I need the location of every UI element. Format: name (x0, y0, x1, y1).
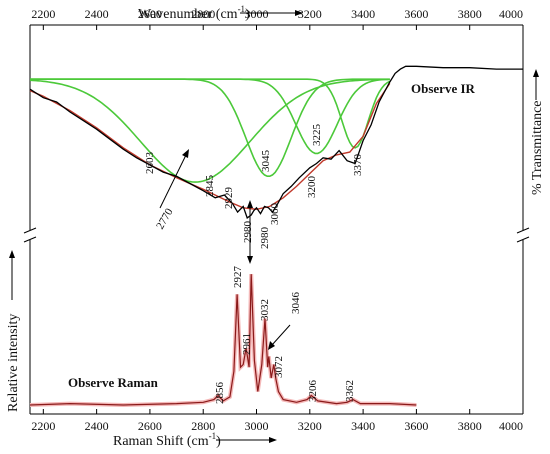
raman-peak-label: 3362 (344, 380, 356, 402)
top-tick-label: 2200 (31, 7, 55, 21)
raman-peak-label: 2927 (232, 266, 244, 289)
raman-peak-label: 3046 (290, 292, 302, 315)
top-tick-label: 4000 (499, 7, 523, 21)
top-tick-label: 2400 (85, 7, 109, 21)
left-axis-arrow (9, 250, 15, 300)
top-axis-arrow (240, 10, 303, 16)
right-axis-arrow (533, 69, 539, 100)
raman-peak-label: 3032 (259, 299, 271, 321)
arrow-3046 (268, 324, 291, 350)
arrow-2980-double (247, 200, 253, 264)
raman-peak-label: 3206 (307, 380, 319, 403)
ir-fit-component (30, 78, 391, 149)
top-axis-ticks: 2200 2400 2600 2800 3000 3200 3400 3600 3800 4000 (31, 7, 524, 30)
bottom-tick-label: 4000 (499, 419, 523, 433)
bottom-tick-label: 3600 (404, 419, 428, 433)
bottom-axis-ticks: 2200 2400 2600 2800 3000 3200 3400 3600 3800 4000 (31, 409, 524, 433)
bottom-tick-label: 2600 (138, 419, 162, 433)
top-tick-label: 3000 (245, 7, 269, 21)
bottom-tick-label: 2800 (191, 419, 215, 433)
bottom-tick-label: 2200 (31, 419, 55, 433)
ir-peak-label: 3225 (311, 124, 323, 147)
left-axis-title: Relative intensity (6, 314, 21, 412)
raman-panel (29, 274, 417, 408)
ir-peak-label: 3370 (352, 154, 364, 177)
raman-peak-label: 2961 (241, 333, 253, 355)
bottom-tick-label: 2400 (85, 419, 109, 433)
raman-peak-label: 2856 (214, 382, 226, 405)
ir-peak-label: 2603 (144, 152, 156, 175)
ir-peak-label: 2980 (242, 221, 254, 244)
bottom-axis-arrow (216, 437, 277, 443)
arrow-2770 (159, 149, 189, 209)
ir-spectrum-line (29, 65, 523, 219)
ir-fit-component (29, 78, 390, 183)
top-tick-label: 2600 (138, 7, 162, 21)
top-tick-label: 2800 (191, 7, 215, 21)
bottom-tick-label: 3000 (245, 419, 269, 433)
ir-peak-label: 3060 (269, 203, 281, 226)
right-axis-title: % Transmittance (530, 101, 545, 196)
left-axis-break-mark (23, 227, 37, 243)
bottom-tick-label: 3400 (351, 419, 375, 433)
top-tick-label: 3400 (351, 7, 375, 21)
raman-peak-label: 2980 (259, 227, 271, 250)
ir-peak-label: 2845 (204, 175, 216, 198)
raman-panel-title: Observe Raman (68, 375, 159, 390)
bottom-tick-label: 3200 (298, 419, 322, 433)
ir-peak-label: 2929 (223, 187, 235, 210)
bottom-tick-label: 3800 (458, 419, 482, 433)
raman-spectrum-line (29, 274, 417, 406)
ir-panel-title: Observe IR (411, 81, 476, 96)
ir-panel (29, 65, 523, 219)
top-axis-title: Wavenumber (cm-1) (138, 4, 250, 22)
ir-fit-curve (29, 83, 391, 211)
ir-peak-label: 3045 (260, 150, 272, 173)
right-axis-break-mark (516, 227, 530, 243)
ir-peak-label: 3200 (306, 176, 318, 199)
raman-peak-label: 3072 (273, 356, 285, 378)
top-tick-label: 3800 (458, 7, 482, 21)
top-tick-label: 3200 (298, 7, 322, 21)
bottom-axis-title: Raman Shift (cm-1) (113, 431, 221, 449)
top-tick-label: 3600 (404, 7, 428, 21)
